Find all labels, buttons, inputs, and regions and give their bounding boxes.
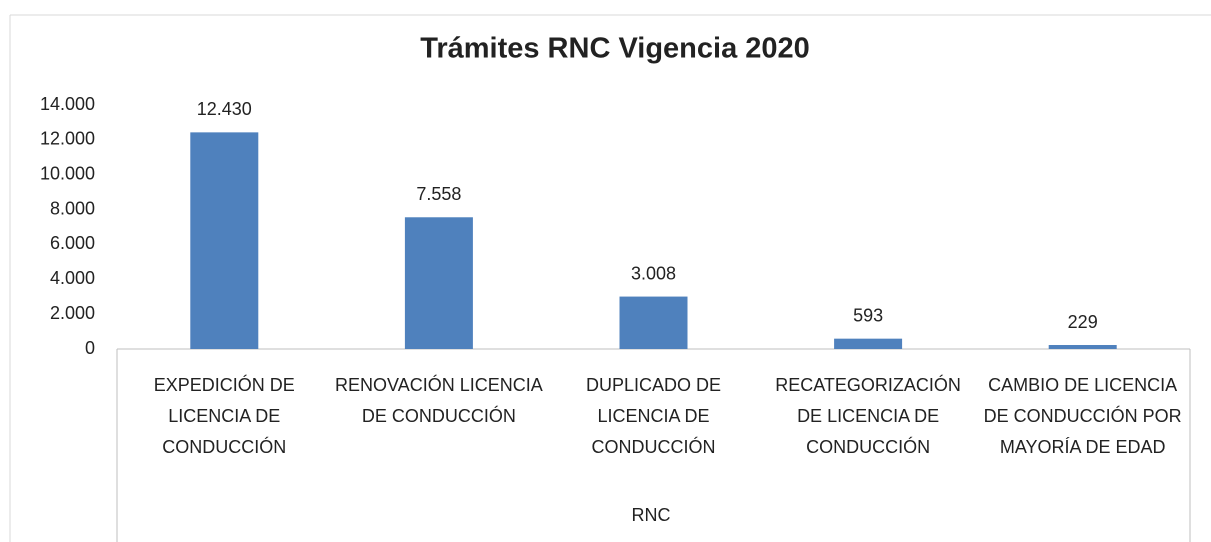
y-tick-label: 10.000 [40,163,95,183]
y-tick-label: 6.000 [50,233,95,253]
bar [190,132,259,349]
y-tick-label: 2.000 [50,303,95,323]
bar [1048,345,1117,349]
x-tick-label: CAMBIO DE LICENCIA DE CONDUCCIÓN POR MAY… [983,375,1182,457]
chart-title: Trámites RNC Vigencia 2020 [420,33,810,65]
y-tick-label: 0 [85,338,95,358]
data-label: 3.008 [631,263,676,283]
x-tick-label: DUPLICADO DE LICENCIA DE CONDUCCIÓN [585,375,721,457]
x-tick-label: RECATEGORIZACIÓN DE LICENCIA DE CONDUCCI… [775,375,961,457]
bar [619,296,688,349]
data-label: 229 [1068,312,1098,332]
x-axis-label: RNC [632,505,671,525]
data-label: 12.430 [197,99,252,119]
data-label: 593 [853,305,883,325]
bar [834,338,903,349]
data-label: 7.558 [416,184,461,204]
y-tick-label: 8.000 [50,198,95,218]
x-tick-label: EXPEDICIÓN DE LICENCIA DE CONDUCCIÓN [153,375,295,457]
bar [404,217,473,349]
y-tick-label: 12.000 [40,129,95,149]
y-tick-label: 14.000 [40,94,95,114]
y-tick-label: 4.000 [50,268,95,288]
x-tick-label: RENOVACIÓN LICENCIA DE CONDUCCIÓN [335,375,543,426]
